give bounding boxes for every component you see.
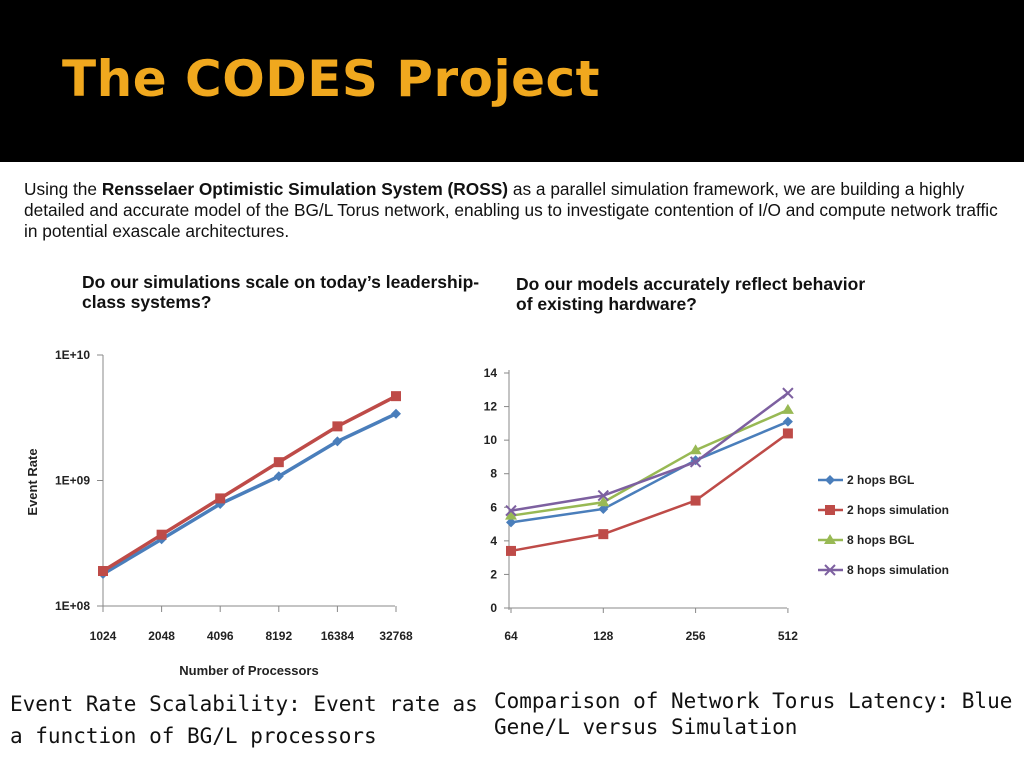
right-data-point [598, 529, 609, 540]
left-x-tick-labels: 1024 2048 4096 8192 16384 32768 [90, 606, 413, 643]
right-y-tick-label: 2 [490, 567, 497, 581]
title-divider [0, 158, 1024, 162]
legend-label: 8 hops BGL [847, 533, 914, 547]
right-series-1 [506, 416, 793, 528]
right-series-4 [505, 387, 794, 517]
legend-marker [825, 505, 835, 515]
left-x-tick-label: 32768 [379, 629, 413, 643]
left-data-point [273, 457, 284, 468]
left-data-point [332, 436, 343, 447]
legend-marker [825, 475, 835, 485]
legend-item: 8 hops simulation [818, 563, 949, 577]
right-data-point [506, 517, 516, 528]
intro-ross-name: Rensselaer Optimistic Simulation System … [101, 179, 509, 199]
right-y-tick-label: 14 [484, 366, 498, 380]
caption-event-rate: Event Rate Scalability: Event rate as a … [10, 692, 478, 748]
legend-item: 2 hops BGL [818, 473, 914, 487]
left-data-point [391, 391, 401, 402]
right-data-point [597, 489, 610, 502]
right-data-point [597, 496, 610, 507]
left-x-tick-label: 16384 [321, 629, 355, 643]
left-series-line [102, 394, 397, 573]
left-x-tick-label: 4096 [207, 629, 234, 643]
right-y-tick-label: 8 [490, 467, 497, 481]
right-y-tick-label: 10 [484, 433, 498, 447]
slide-title: The CODES Project [62, 50, 601, 108]
left-series-2 [98, 391, 401, 577]
right-data-point [782, 428, 793, 439]
right-series-line [510, 408, 789, 517]
left-x-tick-label: 1024 [90, 629, 117, 643]
right-y-tick-labels: 0 2 4 6 8 10 12 14 [484, 366, 509, 615]
left-y-tick-labels: 1E+08 1E+09 1E+10 [55, 348, 103, 613]
legend-item: 8 hops BGL [818, 533, 914, 547]
right-x-tick-label: 512 [778, 629, 798, 643]
right-data-point [690, 495, 701, 506]
intro-paragraph: Using the Rensselaer Optimistic Simulati… [24, 179, 1004, 242]
right-data-point [505, 509, 517, 520]
right-series-group [505, 387, 794, 556]
title-bar: The CODES Project [0, 0, 1024, 158]
right-data-point [782, 387, 794, 399]
legend: 2 hops BGL 2 hops simulation 8 hops BGL 8 h… [818, 473, 949, 577]
right-data-point [689, 444, 702, 455]
right-y-tick-label: 0 [490, 601, 497, 615]
right-data-point [782, 416, 793, 427]
right-series-line [510, 420, 789, 524]
right-series-line [510, 432, 789, 553]
left-data-point [332, 421, 343, 432]
left-data-point [98, 566, 108, 577]
legend-label: 2 hops simulation [847, 503, 949, 517]
intro-prefix: Using the [24, 179, 102, 199]
left-x-tick-label: 2048 [148, 629, 175, 643]
legend-marker [824, 564, 836, 576]
left-data-point [391, 408, 401, 419]
event-rate-chart: 1E+08 1E+09 1E+10 1024 2048 4096 8192 16384 327… [25, 348, 413, 678]
right-series-2 [506, 428, 793, 556]
left-data-point [215, 493, 226, 504]
left-series-line [102, 412, 397, 576]
left-x-tick-label: 8192 [265, 629, 292, 643]
right-series-3 [505, 403, 794, 520]
left-data-point [156, 529, 167, 540]
left-y-tick-label: 1E+10 [55, 348, 90, 362]
right-x-tick-labels: 64 128 256 512 [504, 608, 798, 643]
intro-suffix: as a parallel simulation framework, we a… [24, 179, 998, 241]
question-scalability: Do our simulations scale on today’s lead… [82, 272, 480, 312]
question-accuracy: Do our models accurately reflect behavio… [516, 274, 866, 314]
legend-item: 2 hops simulation [818, 503, 949, 517]
right-y-tick-label: 6 [490, 500, 497, 514]
right-y-tick-label: 4 [490, 534, 497, 548]
right-series-line [510, 392, 789, 512]
right-data-point [505, 504, 517, 517]
right-data-point [598, 503, 609, 514]
left-y-tick-label: 1E+09 [55, 474, 90, 488]
left-y-axis-title: Event Rate [25, 448, 40, 515]
right-x-tick-label: 64 [504, 629, 518, 643]
right-data-point [689, 456, 702, 468]
legend-marker [824, 534, 836, 544]
left-x-axis-title: Number of Processors [179, 663, 318, 678]
left-data-point [273, 471, 284, 482]
right-x-tick-label: 256 [686, 629, 706, 643]
right-y-tick-label: 12 [484, 400, 498, 414]
right-data-point [781, 403, 794, 414]
legend-label: 8 hops simulation [847, 563, 949, 577]
right-data-point [506, 545, 516, 556]
left-y-tick-label: 1E+08 [55, 599, 90, 613]
caption-latency: Comparison of Network Torus Latency: Blu… [494, 689, 1013, 739]
left-series-group [98, 391, 401, 579]
legend-label: 2 hops BGL [847, 473, 914, 487]
right-x-tick-label: 128 [593, 629, 613, 643]
